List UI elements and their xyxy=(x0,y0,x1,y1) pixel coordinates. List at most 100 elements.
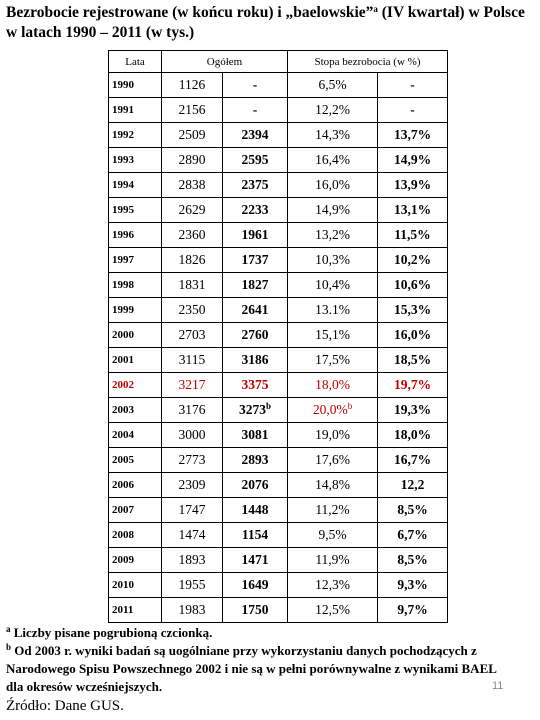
table-cell: 2006 xyxy=(108,472,162,498)
table-cell: 18,0% xyxy=(377,422,448,448)
table-cell: 1996 xyxy=(108,222,162,248)
table-row: 2010 1955 1649 12,3% 9,3% xyxy=(108,572,448,598)
table-cell: 6,7% xyxy=(377,522,448,548)
table-cell: 3081 xyxy=(222,422,288,448)
table-cell: 2773 xyxy=(161,447,223,473)
table-cell: 1999 xyxy=(108,297,162,323)
table-cell: 1737 xyxy=(222,247,288,273)
table-cell: 2760 xyxy=(222,322,288,348)
table-cell: 9,5% xyxy=(287,522,378,548)
table-cell: - xyxy=(377,97,448,123)
table-cell: 20,0%b xyxy=(287,397,378,423)
table-cell: 17,6% xyxy=(287,447,378,473)
table-cell: 1955 xyxy=(161,572,223,598)
table-cell: 11,2% xyxy=(287,497,378,523)
cell-text: 3273 xyxy=(238,402,266,417)
table-row: 1999 2350 2641 13.1% 15,3% xyxy=(108,297,448,323)
table-row: 2002 3217 3375 18,0% 19,7% xyxy=(108,372,448,398)
table-row: 2007 1747 1448 11,2% 8,5% xyxy=(108,497,448,523)
table-row: 1997 1826 1737 10,3% 10,2% xyxy=(108,247,448,273)
data-table: Lata Ogółem Stopa bezrobocia (w %) 1990 1… xyxy=(108,50,448,623)
table-cell: 16,7% xyxy=(377,447,448,473)
title-text: Bezrobocie rejestrowane (w końcu roku) i… xyxy=(6,4,374,21)
column-header: Ogółem xyxy=(161,50,288,73)
table-row: 1990 1126-6,5% - xyxy=(108,72,448,98)
table-cell: 2233 xyxy=(222,197,288,223)
table-row: 2006 2309 2076 14,8% 12,2 xyxy=(108,472,448,498)
table-cell: 2360 xyxy=(161,222,223,248)
table-cell: 17,5% xyxy=(287,347,378,373)
table-cell: 3115 xyxy=(161,347,223,373)
table-cell: 2004 xyxy=(108,422,162,448)
table-cell: 2076 xyxy=(222,472,288,498)
table-header: Lata Ogółem Stopa bezrobocia (w %) xyxy=(108,50,448,73)
table-cell: 14,9% xyxy=(377,147,448,173)
table-body: 1990 1126-6,5% -1991 2156-12,2% -1992 2509 239… xyxy=(108,72,448,623)
footnote: b Od 2003 r. wyniki badań są uogólniane … xyxy=(6,642,506,696)
table-cell: 14,9% xyxy=(287,197,378,223)
table-row: 2009 1893 1471 11,9% 8,5% xyxy=(108,547,448,573)
table-row: 1998 1831 1827 10,4% 10,6% xyxy=(108,272,448,298)
table-cell: 3176 xyxy=(161,397,223,423)
table-cell: 2011 xyxy=(108,597,162,623)
table-cell: 2003 xyxy=(108,397,162,423)
table-cell: 3217 xyxy=(161,372,223,398)
table-cell: 14,8% xyxy=(287,472,378,498)
table-cell: 1994 xyxy=(108,172,162,198)
table-cell: 1747 xyxy=(161,497,223,523)
table-cell: 1991 xyxy=(108,97,162,123)
table-cell: 3186 xyxy=(222,347,288,373)
table-cell: 18,0% xyxy=(287,372,378,398)
table-cell: 9,3% xyxy=(377,572,448,598)
table-cell: 3273b xyxy=(222,397,288,423)
table-row: 1992 2509 2394 14,3% 13,7% xyxy=(108,122,448,148)
table-cell: 1649 xyxy=(222,572,288,598)
footnote-ref: a xyxy=(373,4,378,14)
table-cell: 3375 xyxy=(222,372,288,398)
table-cell: 1126 xyxy=(161,72,223,98)
table-cell: - xyxy=(222,72,288,98)
table-cell: 13,1% xyxy=(377,197,448,223)
table-cell: 2703 xyxy=(161,322,223,348)
table-cell: 1961 xyxy=(222,222,288,248)
column-header: Stopa bezrobocia (w %) xyxy=(287,50,448,73)
table-cell: 11,5% xyxy=(377,222,448,248)
table-cell: 2641 xyxy=(222,297,288,323)
table-cell: 19,7% xyxy=(377,372,448,398)
table-cell: 1448 xyxy=(222,497,288,523)
table-cell: 2009 xyxy=(108,547,162,573)
table-row: 2000 2703 2760 15,1% 16,0% xyxy=(108,322,448,348)
table-cell: 2509 xyxy=(161,122,223,148)
table-cell: 2008 xyxy=(108,522,162,548)
footnote-text: Liczby pisane pogrubioną czcionką. xyxy=(10,625,213,640)
table-cell: 2595 xyxy=(222,147,288,173)
column-header: Lata xyxy=(108,50,162,73)
table-cell: 2000 xyxy=(108,322,162,348)
table-cell: 2394 xyxy=(222,122,288,148)
table-cell: 1997 xyxy=(108,247,162,273)
table-row: 1996 2360 1961 13,2% 11,5% xyxy=(108,222,448,248)
footnotes: a Liczby pisane pogrubioną czcionką. b Od… xyxy=(6,624,506,696)
table-cell: 13.1% xyxy=(287,297,378,323)
table-cell: 2309 xyxy=(161,472,223,498)
table-cell: 1995 xyxy=(108,197,162,223)
table-cell: 1983 xyxy=(161,597,223,623)
table-row: 2011 1983 1750 12,5% 9,7% xyxy=(108,597,448,623)
table-cell: 2890 xyxy=(161,147,223,173)
table-cell: 18,5% xyxy=(377,347,448,373)
table-row: 1995 2629 2233 14,9% 13,1% xyxy=(108,197,448,223)
table-cell: 8,5% xyxy=(377,547,448,573)
footnote-mark: b xyxy=(6,642,12,652)
table-cell: 10,2% xyxy=(377,247,448,273)
table-cell: 6,5% xyxy=(287,72,378,98)
table-cell: 19,0% xyxy=(287,422,378,448)
table-cell: 19,3% xyxy=(377,397,448,423)
footnote-mark: a xyxy=(6,624,11,634)
table-cell: - xyxy=(377,72,448,98)
table-row: 1994 2838 2375 16,0% 13,9% xyxy=(108,172,448,198)
footnote-ref: b xyxy=(265,401,271,411)
footnote-ref: b xyxy=(347,401,353,411)
table-cell: 2893 xyxy=(222,447,288,473)
table-cell: 2375 xyxy=(222,172,288,198)
header-row: Lata Ogółem Stopa bezrobocia (w %) xyxy=(108,50,448,73)
